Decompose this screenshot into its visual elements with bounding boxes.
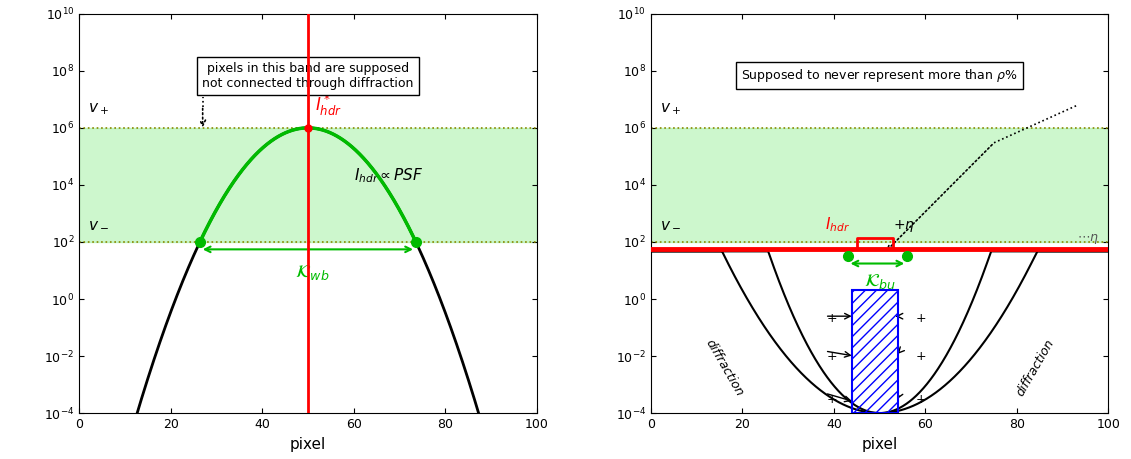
Text: diffraction: diffraction [1013,336,1056,398]
Text: $+ \eta$: $+ \eta$ [893,218,915,234]
Text: Supposed to never represent more than $\rho$%: Supposed to never represent more than $\… [741,67,1018,84]
Text: $I_{hdr}^*$: $I_{hdr}^*$ [314,93,342,118]
Text: $\cdots \eta$: $\cdots \eta$ [1077,232,1099,246]
Text: $+$: $+$ [915,313,926,325]
Text: $v_+$: $v_+$ [661,101,681,117]
Text: $+$: $+$ [826,350,837,363]
Bar [651,128,1108,242]
Text: $v_-$: $v_-$ [88,216,110,230]
Text: $v_+$: $v_+$ [88,101,110,117]
Text: $I_{hdr} \propto PSF$: $I_{hdr} \propto PSF$ [354,166,423,185]
Text: $+$: $+$ [915,350,926,363]
Text: pixels in this band are supposed
not connected through diffraction: pixels in this band are supposed not con… [202,62,414,90]
Text: $I_{hdr}$: $I_{hdr}$ [824,215,849,234]
Text: $+$: $+$ [826,313,837,325]
Bar [853,291,898,413]
Text: $v_-$: $v_-$ [661,216,681,230]
Text: $\mathcal{K}_{bu}$: $\mathcal{K}_{bu}$ [864,272,896,291]
Bar [79,128,536,242]
Text: $\mathcal{K}_{wb}$: $\mathcal{K}_{wb}$ [295,263,329,282]
X-axis label: pixel: pixel [290,437,326,452]
X-axis label: pixel: pixel [862,437,898,452]
Text: diffraction: diffraction [702,336,745,398]
Text: $+$: $+$ [826,393,837,406]
Text: $+$: $+$ [915,393,926,406]
